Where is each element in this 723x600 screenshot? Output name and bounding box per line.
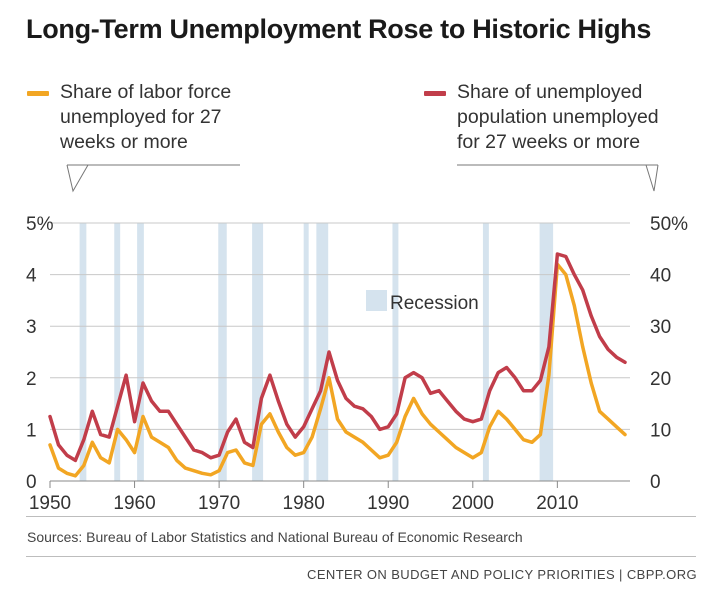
recession-legend: Recession	[366, 290, 479, 314]
legend-unemployed-population-line: Share of unemployed	[457, 81, 643, 103]
y-left-tick-label: 1	[26, 420, 37, 441]
series-line-labor-force	[48, 262, 627, 478]
y-right-tick-label: 20	[650, 369, 671, 390]
gridlines	[50, 222, 630, 482]
recession-legend-label: Recession	[390, 293, 479, 314]
y-right-tick-label: 10	[650, 420, 671, 441]
x-tick-label: 1950	[29, 493, 71, 514]
callout-left	[66, 164, 240, 193]
y-left-tick-label: 4	[26, 266, 37, 287]
recession-band	[392, 223, 399, 481]
source-note: Sources: Bureau of Labor Statistics and …	[27, 529, 523, 545]
recession-band	[79, 223, 87, 481]
legend-unemployed-population-line: population unemployed	[457, 106, 659, 128]
series-lines	[48, 252, 627, 478]
y-right-tick-label: 0	[650, 472, 661, 493]
x-tick-label: 1980	[283, 493, 325, 514]
series-line-unemployed-population	[48, 252, 627, 463]
y-left-tick-label: 5%	[26, 214, 54, 235]
legend-swatch-unemployed-population	[424, 91, 446, 96]
x-tick-label: 2010	[536, 493, 578, 514]
x-tick-label: 1960	[113, 493, 155, 514]
legend-label-labor-force: Share of labor force unemployed for 27 w…	[60, 80, 231, 155]
y-left-tick-label: 3	[26, 317, 37, 338]
recession-band	[482, 223, 489, 481]
legend-swatch-labor-force	[27, 91, 49, 96]
chart-title: Long-Term Unemployment Rose to Historic …	[26, 14, 652, 44]
y-left-tick-label: 0	[26, 472, 37, 493]
y-right-tick-label: 50%	[650, 214, 688, 235]
x-tick-label: 1990	[367, 493, 409, 514]
footer-divider	[26, 516, 696, 517]
y-right-tick-label: 40	[650, 266, 671, 287]
callout-right	[457, 164, 659, 192]
credit-divider	[26, 556, 696, 557]
recession-band	[114, 223, 121, 481]
legend-label-unemployed-population: Share of unemployed population unemploye…	[457, 80, 659, 155]
recession-band	[303, 223, 309, 481]
legend-labor-force-line: weeks or more	[60, 131, 188, 153]
credit-line: CENTER ON BUDGET AND POLICY PRIORITIES |…	[307, 567, 697, 582]
y-right-tick-label: 30	[650, 317, 671, 338]
x-tick-label: 2000	[452, 493, 494, 514]
recession-band	[218, 223, 227, 481]
recession-band	[316, 223, 329, 481]
legend-labor-force-line: Share of labor force	[60, 81, 232, 103]
recession-band	[137, 223, 144, 481]
axes: 0 0 1 10 2 20 3 30 4 40 5% 50% 1950 1960 1970 1980 1990 2…	[26, 214, 688, 514]
x-tick-label: 1970	[198, 493, 240, 514]
legend-callouts	[66, 164, 659, 193]
legend-labor-force-line: unemployed for 27	[60, 106, 222, 128]
recession-bands	[79, 223, 554, 481]
recession-band	[252, 223, 264, 481]
legend-unemployed-population-line: for 27 weeks or more	[457, 131, 641, 153]
y-left-tick-label: 2	[26, 369, 37, 390]
recession-legend-swatch	[366, 290, 387, 311]
